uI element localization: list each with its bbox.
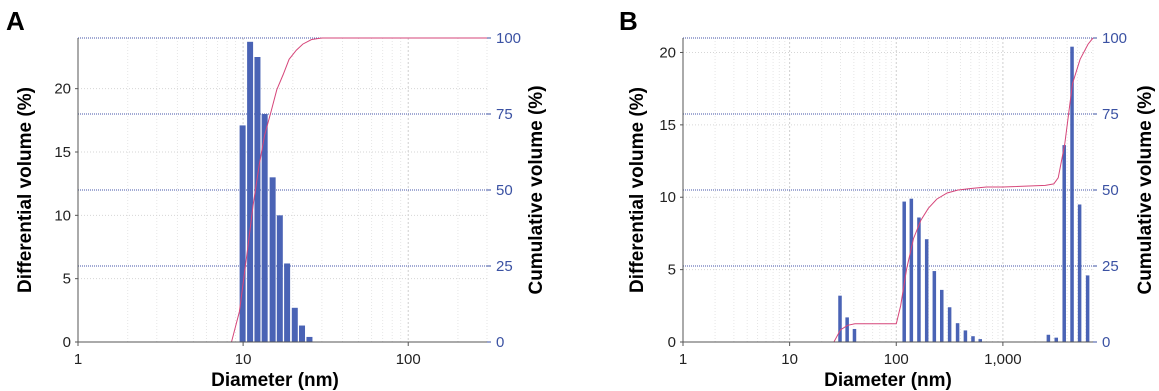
panel-b-y2-tick-label: 50	[1102, 182, 1119, 199]
panel-b-y-tick-label: 15	[659, 117, 676, 134]
panel-a-y2-tick-label: 50	[496, 182, 513, 199]
panel-a-x-tick-label: 1	[74, 351, 82, 368]
panel-b-bar	[838, 295, 842, 342]
panel-b: B 0 5 10 15 20 0 25 50 75 100 1 10 100 1,000 Diamet…	[619, 6, 1156, 391]
panel-b-x-tick-label: 100	[884, 351, 909, 368]
panel-b-cumulative-line	[683, 37, 1094, 343]
panel-b-x-tick-label: 1,000	[984, 351, 1022, 368]
panel-b-bar	[1054, 337, 1059, 342]
panel-b-bar	[852, 328, 857, 342]
panel-a-bar	[247, 41, 254, 343]
panel-b-bar	[1085, 275, 1090, 342]
panel-a-y-axis-title: Differential volume (%)	[15, 87, 36, 293]
panel-b-y2-tick-label: 100	[1102, 30, 1127, 47]
panel-b-bar	[971, 336, 975, 342]
panel-b-y-tick-label: 5	[668, 262, 676, 279]
panel-b-bar	[1062, 145, 1066, 342]
panel-b-y-axis-title: Differential volume (%)	[627, 87, 648, 293]
panel-a-bar	[239, 125, 246, 343]
panel-a-bar	[299, 325, 306, 342]
panel-a-x-tick-label: 100	[396, 351, 421, 368]
panel-a-left-tick-labels: 0 5 10 15 20	[54, 81, 71, 351]
panel-b-left-tick-labels: 0 5 10 15 20	[659, 44, 676, 351]
panel-b-bar	[1046, 334, 1051, 342]
panel-a-letter: A	[6, 6, 25, 36]
panel-a-x-tick-label: 10	[235, 351, 252, 368]
panel-a-y2-tick-label: 0	[496, 334, 504, 351]
panel-a-right-tick-labels: 0 25 50 75 100	[496, 30, 521, 351]
panel-a-y-tick-label: 10	[54, 207, 71, 224]
panel-a: A 0 5 10 15 20 0 25 50 75 100 1 10 100 Diameter (n…	[6, 6, 547, 391]
panel-b-bar	[917, 217, 921, 342]
panel-a-bar	[254, 57, 261, 342]
panel-b-x-axis-title: Diameter (nm)	[824, 370, 952, 391]
panel-b-y-tick-label: 0	[668, 334, 676, 351]
panel-b-right-tick-labels: 0 25 50 75 100	[1102, 30, 1127, 351]
panel-b-y-tick-label: 20	[659, 44, 676, 61]
panel-a-bars	[239, 41, 313, 343]
panel-a-y-tick-label: 0	[63, 334, 71, 351]
panel-a-y2-tick-label: 25	[496, 258, 513, 275]
panel-b-x-tick-labels: 1 10 100 1,000	[679, 351, 1022, 368]
panel-a-x-axis-title: Diameter (nm)	[211, 370, 339, 391]
panel-b-x-tick-label: 1	[679, 351, 687, 368]
panel-b-letter: B	[619, 6, 638, 36]
panel-a-y-tick-label: 5	[63, 271, 71, 288]
panel-b-bar	[955, 323, 960, 342]
panel-b-bar	[909, 198, 914, 342]
panel-a-bar	[261, 114, 268, 342]
panel-b-bar	[1070, 46, 1074, 342]
panel-b-bars	[838, 46, 1090, 342]
panel-b-x-tick-label: 10	[781, 351, 798, 368]
panel-a-bar	[284, 263, 291, 342]
panel-b-bar	[924, 239, 929, 342]
panel-a-bar	[276, 215, 283, 342]
panel-b-y2-tick-label: 75	[1102, 106, 1119, 123]
panel-b-bar	[947, 307, 952, 342]
panel-b-bar	[978, 339, 983, 342]
panel-a-axes	[75, 37, 491, 346]
panel-a-y2-tick-label: 100	[496, 30, 521, 47]
panel-b-y2-axis-title: Cumulative volume (%)	[1135, 85, 1156, 294]
panel-b-y2-tick-label: 0	[1102, 334, 1110, 351]
panel-b-grid	[682, 37, 1094, 342]
panel-a-x-tick-labels: 1 10 100	[74, 351, 421, 368]
panel-b-bar	[939, 289, 944, 342]
panel-b-y-tick-label: 10	[659, 189, 676, 206]
panel-a-bar	[306, 336, 313, 342]
panel-a-bar	[269, 177, 276, 342]
panel-b-bar	[963, 330, 968, 342]
panel-b-bar	[932, 271, 937, 342]
panel-a-y2-tick-label: 75	[496, 106, 513, 123]
panel-b-axes	[680, 37, 1097, 346]
panel-b-bar	[902, 201, 906, 342]
panel-a-cumulative-line	[231, 37, 487, 343]
panel-a-bar	[291, 307, 298, 342]
panel-a-y-tick-label: 15	[54, 144, 71, 161]
panel-a-y-tick-label: 20	[54, 81, 71, 98]
panel-b-bar	[1077, 204, 1082, 342]
panel-b-bar	[845, 317, 849, 342]
panel-a-y2-axis-title: Cumulative volume (%)	[526, 85, 547, 294]
panel-b-y2-tick-label: 25	[1102, 258, 1119, 275]
